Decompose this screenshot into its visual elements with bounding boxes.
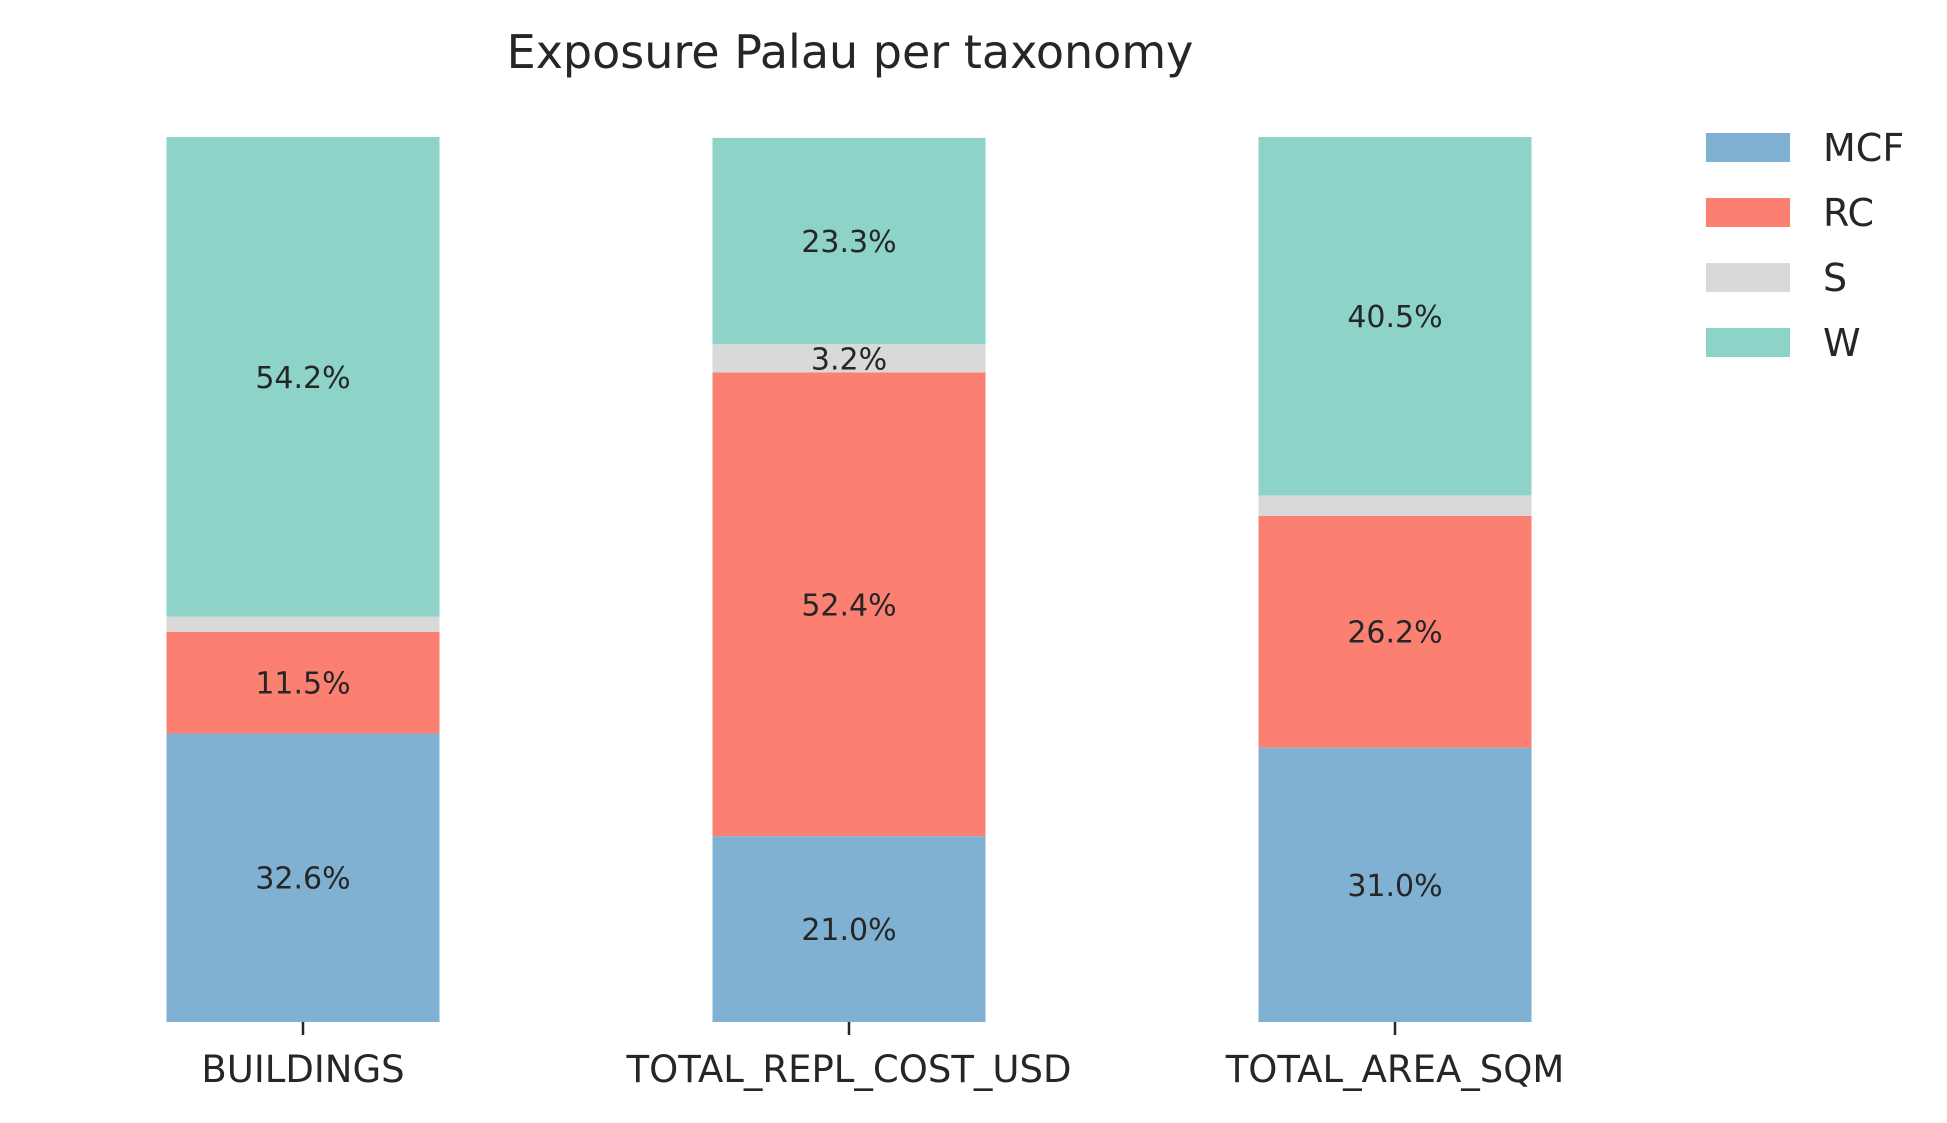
x-tick-label-total-area-sqm: TOTAL_AREA_SQM bbox=[1225, 1048, 1565, 1091]
data-label-total-repl-cost-usd-s: 3.2% bbox=[811, 342, 887, 377]
bar-total-area-sqm-w bbox=[1258, 137, 1532, 496]
data-label-total-area-sqm-mcf: 31.0% bbox=[1347, 869, 1442, 904]
bar-total-area-sqm-mcf bbox=[1258, 747, 1532, 1022]
bar-total-repl-cost-usd-mcf bbox=[712, 836, 986, 1022]
x-tick-label-buildings: BUILDINGS bbox=[201, 1048, 404, 1091]
bar-buildings-s bbox=[166, 616, 440, 632]
data-label-total-repl-cost-usd-w: 23.3% bbox=[801, 225, 896, 260]
legend-swatch-s bbox=[1706, 263, 1790, 292]
data-label-total-area-sqm-rc: 26.2% bbox=[1347, 616, 1442, 651]
data-label-total-area-sqm-w: 40.5% bbox=[1347, 300, 1442, 335]
legend-swatch-w bbox=[1706, 328, 1790, 357]
legend: MCF RC SW bbox=[1706, 126, 1904, 365]
bar-total-area-sqm-rc bbox=[1258, 515, 1532, 748]
x-tick-label-total-repl-cost-usd: TOTAL_REPL_COST_USD bbox=[626, 1048, 1072, 1091]
data-label-buildings-rc: 11.5% bbox=[255, 667, 350, 702]
legend-swatch-rc bbox=[1706, 198, 1790, 227]
legend-swatch-mcf bbox=[1706, 133, 1790, 162]
data-label-total-repl-cost-usd-mcf: 21.0% bbox=[801, 913, 896, 948]
data-label-buildings-w: 54.2% bbox=[255, 361, 350, 396]
data-label-buildings-mcf: 32.6% bbox=[255, 862, 350, 897]
legend-label-mcf: MCF bbox=[1823, 126, 1904, 170]
x-axis: BUILDINGS TOTAL_REPL_COST_USD TOTAL_AREA_S… bbox=[201, 1022, 1564, 1091]
bar-total-repl-cost-usd-rc bbox=[712, 372, 986, 837]
legend-label-w: W bbox=[1823, 321, 1861, 365]
chart-title: Exposure Palau per taxonomy bbox=[507, 25, 1194, 79]
bar-total-repl-cost-usd-s bbox=[712, 344, 986, 373]
bar-total-repl-cost-usd-w bbox=[712, 137, 986, 345]
legend-label-rc: RC bbox=[1823, 191, 1874, 235]
data-labels-layer: 32.6% 11.5% 54.2% 21.0% 52.4% 3.2% 23.3% 31.0% 2… bbox=[255, 225, 1442, 948]
bar-buildings-mcf bbox=[166, 733, 440, 1022]
bar-total-area-sqm-s bbox=[1258, 495, 1532, 516]
legend-label-s: S bbox=[1823, 256, 1847, 300]
bars-layer bbox=[166, 137, 1532, 1022]
bar-buildings-rc bbox=[166, 631, 440, 734]
bar-buildings-w bbox=[166, 137, 440, 617]
data-label-total-repl-cost-usd-rc: 52.4% bbox=[801, 588, 896, 623]
